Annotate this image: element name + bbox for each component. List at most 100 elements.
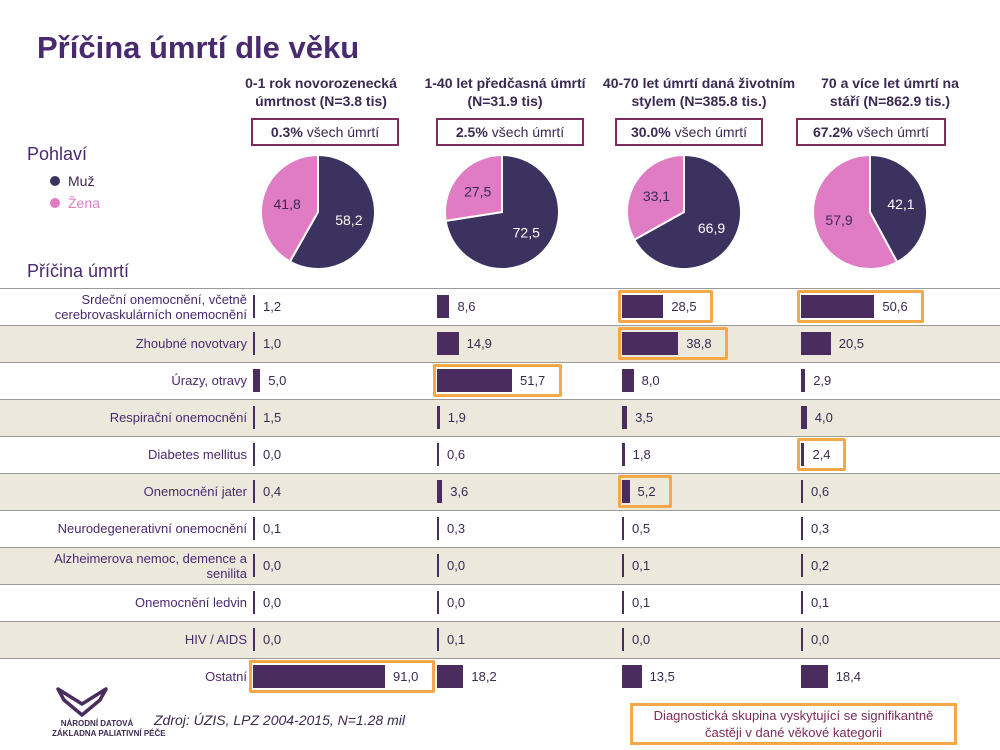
bar-value-label: 51,7 <box>519 373 546 388</box>
bar-value-label: 50,6 <box>882 299 908 314</box>
pie-label-female: 33,1 <box>643 188 670 204</box>
bar <box>437 443 439 466</box>
bar-value-label: 4,0 <box>814 410 833 425</box>
share-box-1-40: 2.5% všech úmrtí <box>436 118 584 146</box>
bar-value-label: 0,0 <box>263 447 282 462</box>
share-text: všech úmrtí <box>306 124 380 140</box>
bar-value-label: 0,1 <box>263 521 282 536</box>
group-header-line: 40-70 let úmrtí daná životním <box>602 75 796 91</box>
bar-value-label: 0,3 <box>447 521 466 536</box>
pie-slice-female <box>260 153 319 263</box>
sex-section-label: Pohlaví <box>27 144 88 164</box>
row-category-label: HIV / AIDS <box>185 632 247 647</box>
row-category-label: Srdeční onemocnění, včetně cerebrovaskulá… <box>55 292 247 322</box>
legend-dot-icon <box>50 198 60 208</box>
pie-slice-male <box>288 153 376 270</box>
pie-slice-female <box>812 153 899 270</box>
bar <box>253 295 255 318</box>
significance-highlight-box <box>797 290 925 323</box>
bar-value-label: 0,4 <box>263 484 282 499</box>
row-category-line: HIV / AIDS <box>184 632 247 647</box>
legend-label: Žena <box>68 195 100 211</box>
bar <box>253 443 255 466</box>
bar-value-label: 3,6 <box>450 484 469 499</box>
bar-value-label: 0,6 <box>447 447 466 462</box>
bar <box>622 554 624 577</box>
pie-slice-female <box>444 153 503 223</box>
bar-value-label: 1,5 <box>263 410 282 425</box>
bar <box>437 295 450 318</box>
bar <box>437 554 439 577</box>
bar <box>622 332 679 355</box>
row-category-line: Ostatní <box>205 669 247 684</box>
group-header-40-70: 40-70 let úmrtí daná životním stylem (N=… <box>594 74 804 110</box>
bar-value-label: 5,0 <box>268 373 287 388</box>
bar <box>437 628 439 651</box>
bar-value-label: 0,0 <box>263 632 282 647</box>
row-category-line: cerebrovaskulárních onemocnění <box>54 306 247 322</box>
bar <box>437 332 459 355</box>
bar-value-label: 18,2 <box>471 669 497 684</box>
share-box-70plus: 67.2% všech úmrtí <box>796 118 946 146</box>
table-row <box>0 510 1000 547</box>
row-category-label: Respirační onemocnění <box>110 410 247 425</box>
group-header-line: stylem (N=385.8 tis.) <box>631 93 767 109</box>
bar <box>253 591 255 614</box>
pie-label-male: 58,2 <box>335 212 362 228</box>
bar <box>801 628 803 651</box>
legend-item-male: Muž <box>50 173 94 189</box>
logo-icon <box>56 687 108 717</box>
bar-value-label: 8,6 <box>457 299 476 314</box>
bar <box>801 517 803 540</box>
bar-value-label: 91,0 <box>393 669 419 684</box>
table-row <box>0 325 1000 362</box>
bar <box>801 369 806 392</box>
bar <box>253 517 255 540</box>
table-row <box>0 621 1000 658</box>
bar <box>622 480 630 503</box>
share-pct: 67.2% <box>812 124 853 140</box>
bar <box>622 628 624 651</box>
row-category-line: Diabetes mellitus <box>148 447 247 462</box>
bar <box>801 665 828 688</box>
table-row <box>0 362 1000 399</box>
table-row <box>0 288 1000 325</box>
bar <box>253 369 261 392</box>
share-text: všech úmrtí <box>491 124 565 140</box>
bar <box>253 628 255 651</box>
bar-value-label: 8,0 <box>641 373 660 388</box>
pie-label-male: 72,5 <box>513 225 540 241</box>
row-category-label: Onemocnění ledvin <box>135 595 247 610</box>
bar <box>437 665 464 688</box>
bar-value-label: 38,8 <box>686 336 712 351</box>
bar <box>253 406 256 429</box>
pie-label-female: 57,9 <box>825 212 852 228</box>
bar-value-label: 0,0 <box>632 632 651 647</box>
pie-slice-female <box>626 153 685 242</box>
bar <box>801 332 831 355</box>
share-pct: 0.3% <box>270 124 303 140</box>
bar-value-label: 1,2 <box>263 299 282 314</box>
row-category-label: Neurodegenerativní onemocnění <box>58 521 247 536</box>
bar <box>622 665 642 688</box>
table-row <box>0 399 1000 436</box>
share-text: všech úmrtí <box>856 124 930 140</box>
row-category-line: Srdeční onemocnění, včetně <box>81 291 248 307</box>
row-category-line: Zhoubné novotvary <box>135 336 247 351</box>
bar-value-label: 18,4 <box>835 669 861 684</box>
row-category-line: Onemocnění ledvin <box>134 595 247 610</box>
logo-text-line: NÁRODNÍ DATOVÁ <box>60 719 134 728</box>
bar <box>801 591 803 614</box>
group-header-line: stáří (N=862.9 tis.) <box>829 93 951 109</box>
bar <box>801 443 805 466</box>
bar <box>622 406 628 429</box>
bar-value-label: 0,5 <box>632 521 651 536</box>
pie-label-female: 41,8 <box>274 196 301 212</box>
bar-value-label: 1,8 <box>632 447 651 462</box>
share-pct: 2.5% <box>455 124 488 140</box>
logo-text-line: ZÁKLADNA PALIATIVNÍ PÉČE <box>52 729 166 738</box>
bar-value-label: 5,2 <box>637 484 656 499</box>
table-row <box>0 547 1000 584</box>
source-note: Zdroj: ÚZIS, LPZ 2004-2015, N=1.28 mil <box>154 712 405 728</box>
share-pct: 30.0% <box>630 124 671 140</box>
